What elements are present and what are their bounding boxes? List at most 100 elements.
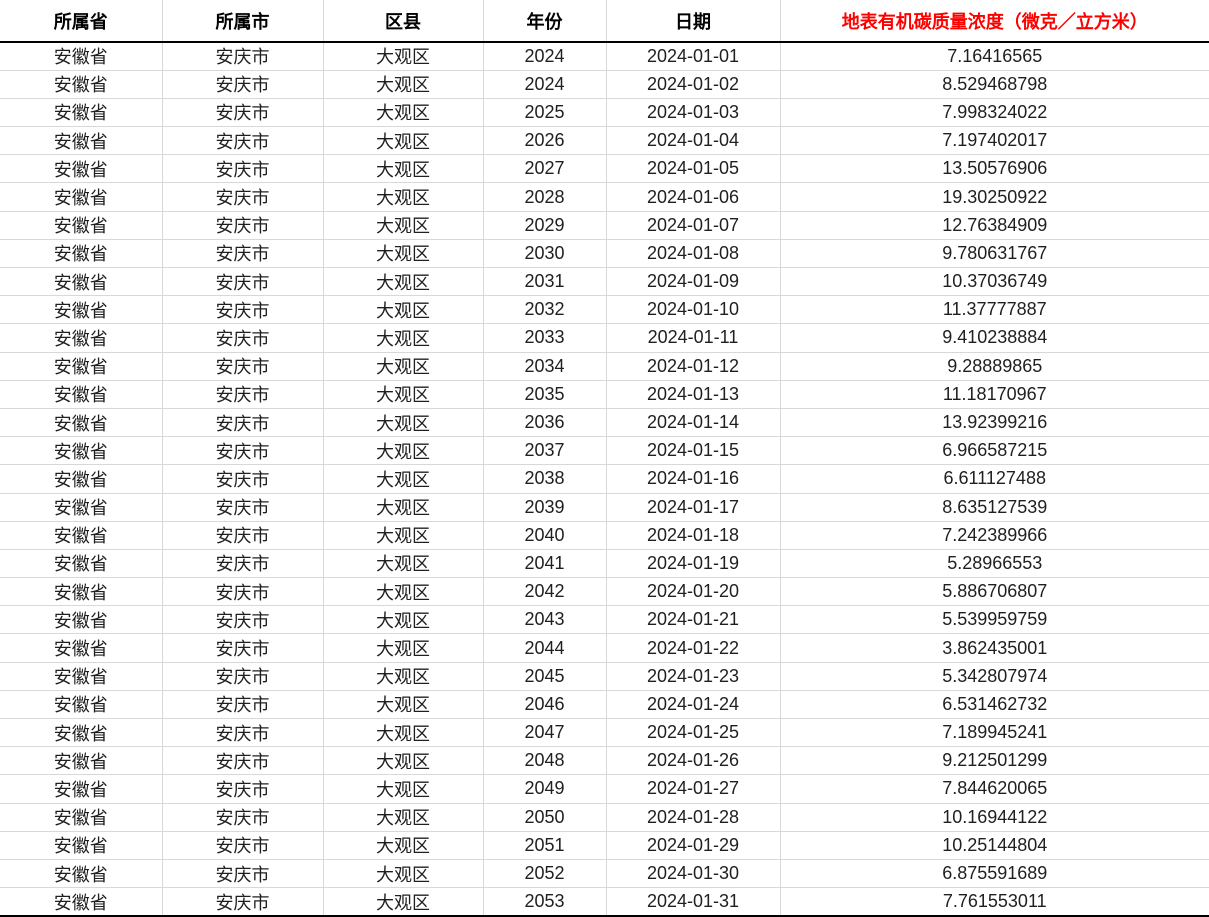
cell-oc_concentration[interactable]: 6.531462732 <box>780 690 1209 720</box>
cell-oc_concentration[interactable]: 5.342807974 <box>780 662 1209 691</box>
cell-province[interactable]: 安徽省 <box>0 746 163 776</box>
cell-district[interactable]: 大观区 <box>323 380 484 409</box>
col-header-city[interactable]: 所属市 <box>162 0 324 43</box>
cell-city[interactable]: 安庆市 <box>162 690 324 720</box>
cell-province[interactable]: 安徽省 <box>0 887 163 917</box>
col-header-district[interactable]: 区县 <box>323 0 484 43</box>
cell-district[interactable]: 大观区 <box>323 436 484 466</box>
cell-oc_concentration[interactable]: 9.28889865 <box>780 352 1209 381</box>
cell-oc_concentration[interactable]: 7.761553011 <box>780 887 1209 917</box>
cell-city[interactable]: 安庆市 <box>162 408 324 438</box>
cell-oc_concentration[interactable]: 10.37036749 <box>780 267 1209 297</box>
cell-year[interactable]: 2036 <box>483 408 607 438</box>
cell-province[interactable]: 安徽省 <box>0 352 163 381</box>
cell-date[interactable]: 2024-01-20 <box>606 577 781 607</box>
cell-date[interactable]: 2024-01-26 <box>606 746 781 776</box>
cell-district[interactable]: 大观区 <box>323 408 484 438</box>
cell-oc_concentration[interactable]: 12.76384909 <box>780 211 1209 240</box>
cell-city[interactable]: 安庆市 <box>162 70 324 99</box>
cell-district[interactable]: 大观区 <box>323 182 484 212</box>
cell-year[interactable]: 2033 <box>483 323 607 353</box>
cell-oc_concentration[interactable]: 5.28966553 <box>780 549 1209 579</box>
cell-date[interactable]: 2024-01-25 <box>606 718 781 748</box>
cell-district[interactable]: 大观区 <box>323 70 484 99</box>
cell-province[interactable]: 安徽省 <box>0 690 163 720</box>
cell-district[interactable]: 大观区 <box>323 154 484 184</box>
cell-year[interactable]: 2027 <box>483 154 607 184</box>
cell-date[interactable]: 2024-01-22 <box>606 633 781 663</box>
cell-year[interactable]: 2032 <box>483 295 607 325</box>
cell-city[interactable]: 安庆市 <box>162 182 324 212</box>
cell-date[interactable]: 2024-01-09 <box>606 267 781 297</box>
cell-year[interactable]: 2030 <box>483 239 607 269</box>
cell-date[interactable]: 2024-01-27 <box>606 774 781 804</box>
cell-year[interactable]: 2046 <box>483 690 607 720</box>
cell-district[interactable]: 大观区 <box>323 126 484 156</box>
cell-province[interactable]: 安徽省 <box>0 718 163 748</box>
cell-city[interactable]: 安庆市 <box>162 436 324 466</box>
cell-city[interactable]: 安庆市 <box>162 549 324 579</box>
cell-date[interactable]: 2024-01-11 <box>606 323 781 353</box>
cell-district[interactable]: 大观区 <box>323 662 484 691</box>
cell-city[interactable]: 安庆市 <box>162 323 324 353</box>
cell-district[interactable]: 大观区 <box>323 690 484 720</box>
cell-year[interactable]: 2053 <box>483 887 607 917</box>
col-header-date[interactable]: 日期 <box>606 0 781 43</box>
cell-district[interactable]: 大观区 <box>323 718 484 748</box>
cell-province[interactable]: 安徽省 <box>0 408 163 438</box>
cell-date[interactable]: 2024-01-24 <box>606 690 781 720</box>
cell-year[interactable]: 2035 <box>483 380 607 409</box>
cell-date[interactable]: 2024-01-28 <box>606 803 781 832</box>
col-header-province[interactable]: 所属省 <box>0 0 163 43</box>
cell-oc_concentration[interactable]: 5.886706807 <box>780 577 1209 607</box>
cell-oc_concentration[interactable]: 7.998324022 <box>780 98 1209 128</box>
cell-oc_concentration[interactable]: 6.875591689 <box>780 859 1209 889</box>
cell-province[interactable]: 安徽省 <box>0 98 163 128</box>
cell-district[interactable]: 大观区 <box>323 605 484 635</box>
cell-date[interactable]: 2024-01-13 <box>606 380 781 409</box>
cell-date[interactable]: 2024-01-12 <box>606 352 781 381</box>
cell-province[interactable]: 安徽省 <box>0 521 163 550</box>
cell-date[interactable]: 2024-01-02 <box>606 70 781 99</box>
cell-city[interactable]: 安庆市 <box>162 605 324 635</box>
cell-oc_concentration[interactable]: 8.529468798 <box>780 70 1209 99</box>
cell-year[interactable]: 2051 <box>483 831 607 860</box>
cell-city[interactable]: 安庆市 <box>162 831 324 860</box>
cell-district[interactable]: 大观区 <box>323 493 484 522</box>
cell-district[interactable]: 大观区 <box>323 887 484 917</box>
cell-date[interactable]: 2024-01-05 <box>606 154 781 184</box>
cell-district[interactable]: 大观区 <box>323 746 484 776</box>
cell-province[interactable]: 安徽省 <box>0 42 163 71</box>
cell-oc_concentration[interactable]: 7.197402017 <box>780 126 1209 156</box>
cell-year[interactable]: 2029 <box>483 211 607 240</box>
cell-city[interactable]: 安庆市 <box>162 718 324 748</box>
cell-oc_concentration[interactable]: 7.16416565 <box>780 42 1209 71</box>
cell-province[interactable]: 安徽省 <box>0 267 163 297</box>
cell-date[interactable]: 2024-01-07 <box>606 211 781 240</box>
cell-province[interactable]: 安徽省 <box>0 126 163 156</box>
cell-date[interactable]: 2024-01-17 <box>606 493 781 522</box>
cell-date[interactable]: 2024-01-23 <box>606 662 781 691</box>
cell-oc_concentration[interactable]: 7.189945241 <box>780 718 1209 748</box>
cell-city[interactable]: 安庆市 <box>162 746 324 776</box>
cell-city[interactable]: 安庆市 <box>162 521 324 550</box>
cell-year[interactable]: 2050 <box>483 803 607 832</box>
cell-date[interactable]: 2024-01-15 <box>606 436 781 466</box>
cell-district[interactable]: 大观区 <box>323 549 484 579</box>
cell-oc_concentration[interactable]: 13.50576906 <box>780 154 1209 184</box>
cell-province[interactable]: 安徽省 <box>0 605 163 635</box>
cell-oc_concentration[interactable]: 13.92399216 <box>780 408 1209 438</box>
cell-city[interactable]: 安庆市 <box>162 859 324 889</box>
cell-oc_concentration[interactable]: 8.635127539 <box>780 493 1209 522</box>
cell-date[interactable]: 2024-01-31 <box>606 887 781 917</box>
cell-district[interactable]: 大观区 <box>323 774 484 804</box>
cell-city[interactable]: 安庆市 <box>162 887 324 917</box>
cell-city[interactable]: 安庆市 <box>162 267 324 297</box>
cell-oc_concentration[interactable]: 9.780631767 <box>780 239 1209 269</box>
cell-province[interactable]: 安徽省 <box>0 803 163 832</box>
cell-province[interactable]: 安徽省 <box>0 239 163 269</box>
cell-year[interactable]: 2026 <box>483 126 607 156</box>
cell-district[interactable]: 大观区 <box>323 42 484 71</box>
cell-district[interactable]: 大观区 <box>323 464 484 494</box>
cell-district[interactable]: 大观区 <box>323 352 484 381</box>
